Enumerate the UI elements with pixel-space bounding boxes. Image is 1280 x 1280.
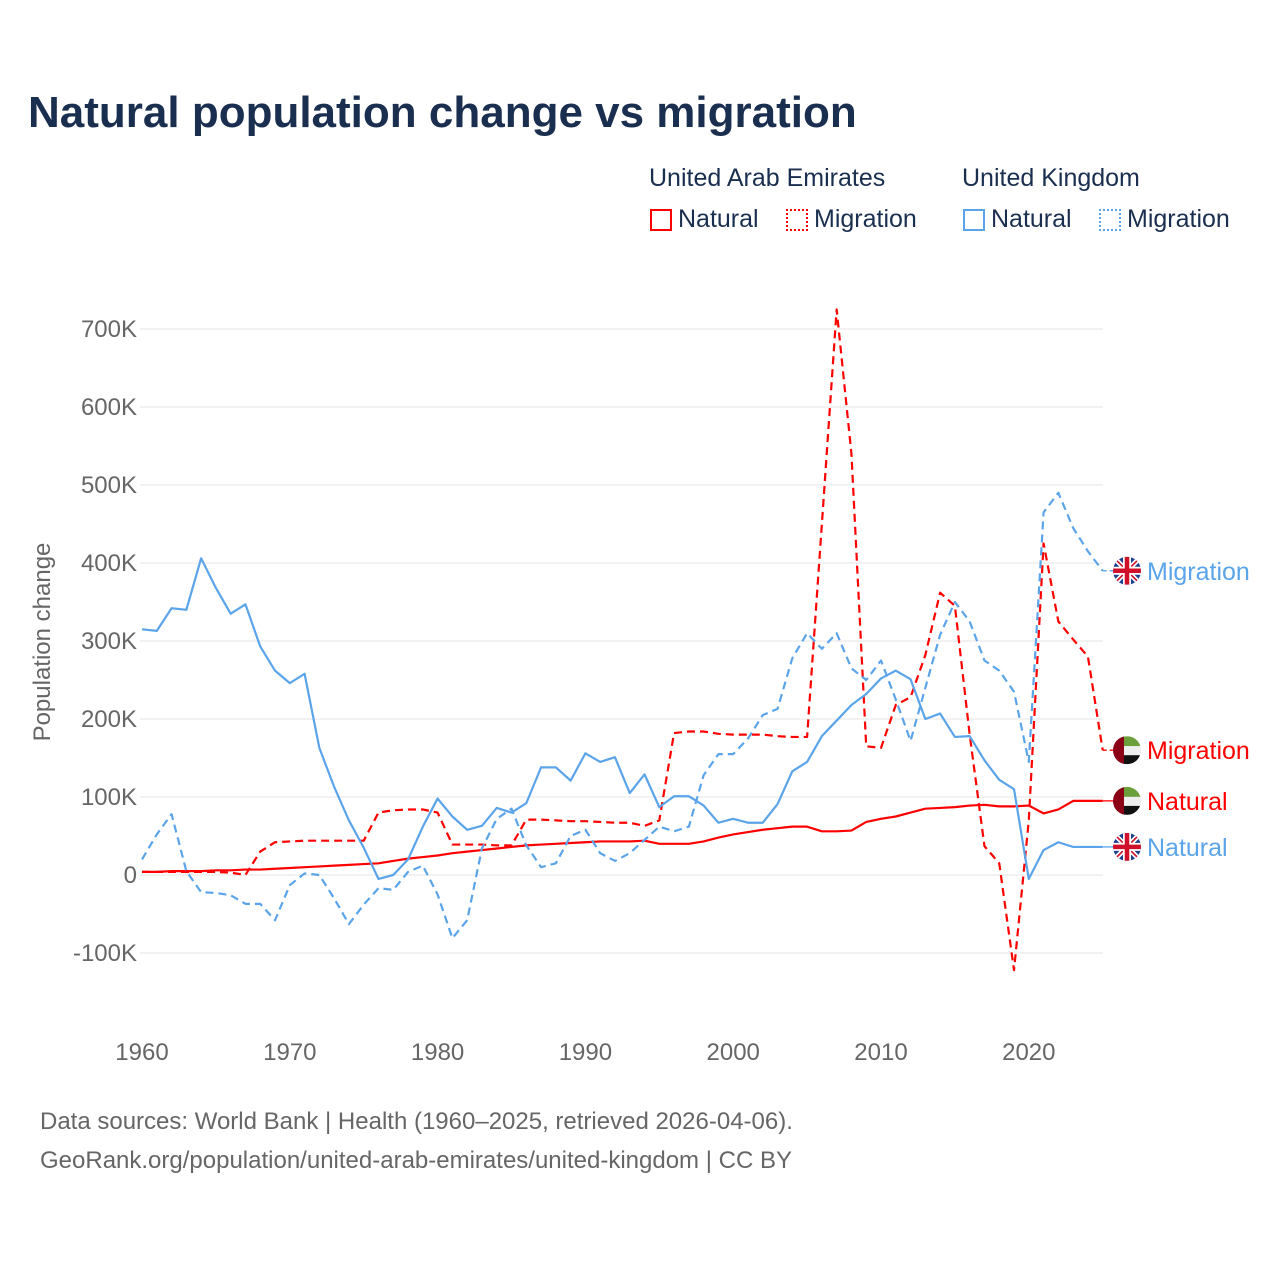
series-end-label: Migration — [1147, 558, 1250, 586]
flag-body — [1113, 832, 1141, 861]
legend-label: Migration — [1127, 205, 1230, 233]
legend-group-uae: United Arab Emirates — [649, 164, 886, 192]
x-tick-label: 2010 — [854, 1039, 907, 1066]
flag-white — [1113, 796, 1141, 806]
y-tick-label: 200K — [81, 706, 137, 733]
legend-swatch — [650, 208, 672, 231]
x-tick-label: 1990 — [559, 1039, 612, 1066]
y-tick-label: 400K — [81, 550, 137, 577]
y-tick-label: 100K — [81, 784, 137, 811]
series-end-label: Natural — [1147, 788, 1228, 816]
series-line-uae-natural — [142, 799, 1103, 873]
legend-uae-migration[interactable]: Migration — [786, 205, 917, 234]
uk-flag-icon — [1113, 832, 1141, 861]
flag-body — [1113, 736, 1141, 765]
legend-label: Natural — [991, 205, 1072, 233]
legend-swatch — [1099, 208, 1121, 231]
legend-uk-natural[interactable]: Natural — [963, 205, 1072, 234]
legend-swatch — [963, 208, 985, 231]
legend-label: Natural — [678, 205, 759, 233]
flag-green — [1113, 786, 1141, 797]
series-line-uae-migration — [142, 308, 1104, 972]
legend-group-uk: United Kingdom — [962, 164, 1140, 192]
series-line-uk-natural — [141, 557, 1103, 881]
flag-black — [1113, 755, 1141, 765]
series-end-label: Natural — [1147, 834, 1228, 862]
x-tick-label: 1970 — [263, 1039, 316, 1066]
legend-uae-natural[interactable]: Natural — [650, 205, 759, 234]
flag-green — [1113, 736, 1141, 747]
flag-black — [1113, 805, 1141, 815]
footer-source: Data sources: World Bank | Health (1960–… — [40, 1108, 793, 1135]
flag-red — [1113, 786, 1124, 815]
series-line-uk-migration — [141, 491, 1104, 940]
y-tick-label: 500K — [81, 472, 137, 499]
legend-label: Migration — [814, 205, 917, 233]
flag-cross-red — [1113, 556, 1141, 585]
y-tick-label: 300K — [81, 628, 137, 655]
legend-swatch — [786, 208, 808, 231]
y-tick-label: 0 — [124, 862, 137, 889]
legend-uk-migration[interactable]: Migration — [1099, 205, 1230, 234]
flag-red — [1113, 736, 1124, 765]
flag-body — [1113, 786, 1141, 815]
y-tick-label: 600K — [81, 394, 137, 421]
y-axis-label: Population change — [29, 543, 56, 742]
footer-link[interactable]: GeoRank.org/population/united-arab-emira… — [40, 1147, 792, 1174]
flag-body — [1113, 556, 1141, 585]
y-tick-label: -100K — [73, 940, 137, 967]
chart-title: Natural population change vs migration — [28, 88, 857, 137]
x-tick-label: 2020 — [1002, 1039, 1055, 1066]
x-tick-label: 1960 — [115, 1039, 168, 1066]
uae-flag-icon — [1113, 786, 1141, 815]
plot-area: -100K 0 100K 200K 300K 400K 500K 600K 700K 1960 19… — [29, 308, 1250, 1066]
flag-cross-red — [1113, 832, 1141, 861]
x-tick-label: 1980 — [411, 1039, 464, 1066]
x-tick-label: 2000 — [707, 1039, 760, 1066]
uae-flag-icon — [1113, 736, 1141, 765]
series-end-label: Migration — [1147, 737, 1250, 765]
y-tick-label: 700K — [81, 316, 137, 343]
flag-white — [1113, 746, 1141, 756]
uk-flag-icon — [1113, 556, 1141, 585]
